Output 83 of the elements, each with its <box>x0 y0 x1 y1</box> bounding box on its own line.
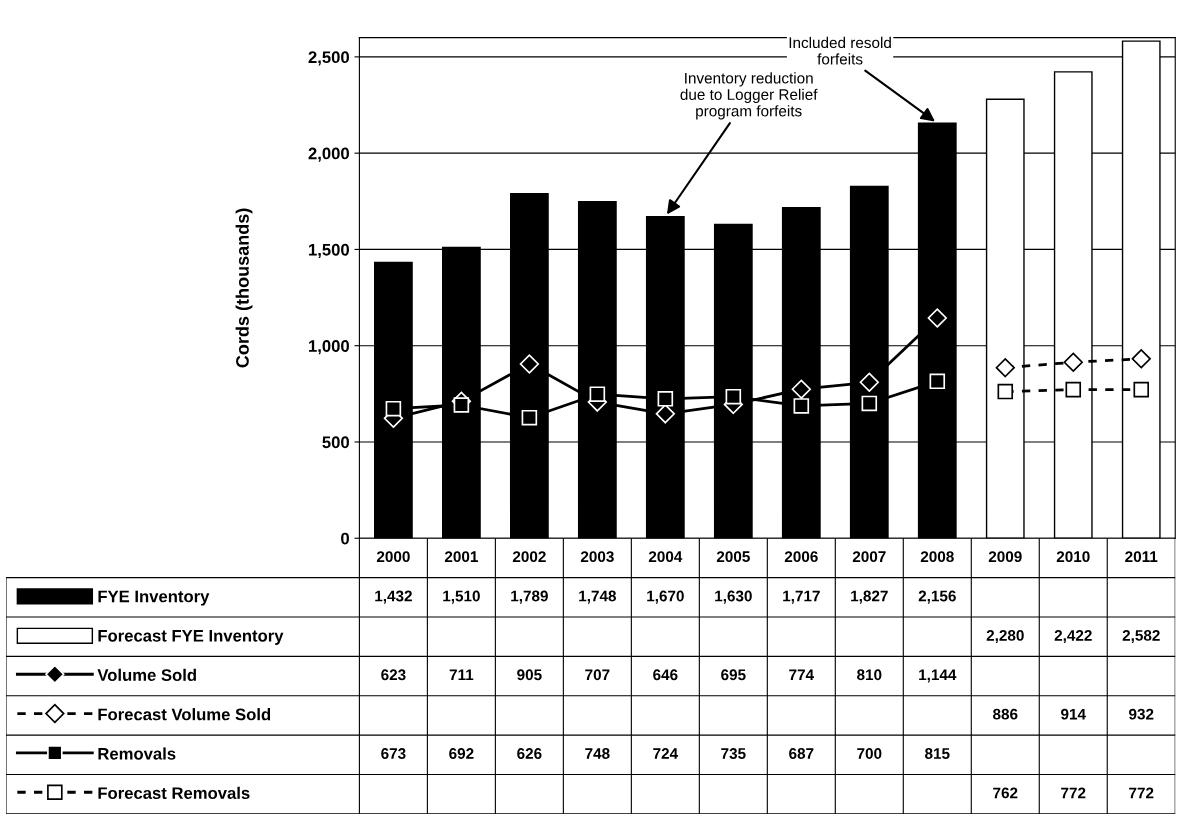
point <box>861 395 878 412</box>
point <box>1133 381 1150 398</box>
x-tick-label: 2004 <box>648 551 683 563</box>
data-label: 1,827 <box>851 590 888 604</box>
data-label: 905 <box>517 669 542 681</box>
annotation: Inventory reduction due to Logger Relief program forfeits <box>680 72 818 120</box>
point <box>997 383 1014 400</box>
data-label: 1,789 <box>511 590 548 604</box>
data-label: 1,717 <box>783 590 820 604</box>
data-label: 2,156 <box>918 590 956 604</box>
data-label: 687 <box>789 748 814 759</box>
data-label: 772 <box>1061 787 1086 799</box>
data-label: 2,582 <box>1122 629 1160 644</box>
point <box>657 391 674 407</box>
data-label: 1,670 <box>647 590 684 604</box>
point <box>655 404 676 424</box>
point <box>793 398 810 414</box>
data-label: 707 <box>585 669 610 681</box>
legend-label: Forecast FYE Inventory <box>98 630 284 645</box>
data-label: 886 <box>993 708 1018 720</box>
legend-label: Volume Sold <box>97 668 196 681</box>
data-label: 1,510 <box>443 590 480 604</box>
annotation: Included resold forfeits <box>789 36 891 65</box>
point <box>385 400 402 417</box>
y-axis-title: Cords (thousands) <box>235 208 253 368</box>
x-tick-label: 2005 <box>716 551 750 563</box>
data-label: 815 <box>925 748 950 759</box>
x-tick-label: 2001 <box>444 551 478 563</box>
x-tick-label: 2011 <box>1125 551 1158 563</box>
y-tick-label: 2,000 <box>308 147 349 162</box>
data-label: 1,144 <box>919 669 957 683</box>
data-label: 692 <box>449 748 474 759</box>
legend-label: Forecast Volume Sold <box>98 708 271 721</box>
point <box>521 409 538 426</box>
data-label: 626 <box>517 748 542 759</box>
point <box>859 372 879 392</box>
y-tick-label: 0 <box>341 532 349 545</box>
x-tick-label: 2007 <box>852 551 886 563</box>
legend-label: FYE Inventory <box>98 590 210 606</box>
point <box>1065 381 1082 398</box>
point <box>929 373 946 390</box>
data-label: 748 <box>585 748 610 759</box>
data-label: 1,630 <box>715 590 752 604</box>
y-tick-label: 500 <box>322 436 349 449</box>
x-tick-label: 2000 <box>376 551 410 563</box>
x-tick-label: 2009 <box>988 551 1022 563</box>
data-label: 2,422 <box>1054 629 1092 644</box>
data-label: 700 <box>857 748 882 759</box>
y-tick-label: 1,500 <box>309 243 349 259</box>
point <box>791 379 811 399</box>
data-label: 914 <box>1061 708 1086 720</box>
x-tick-label: 2008 <box>920 551 954 563</box>
data-label: 772 <box>1129 787 1154 799</box>
point <box>589 386 606 403</box>
x-tick-label: 2002 <box>512 551 546 563</box>
point <box>519 354 540 374</box>
data-label: 1,748 <box>579 590 616 604</box>
legend-label: Removals <box>98 747 176 760</box>
data-label: 711 <box>449 669 474 681</box>
data-label: 623 <box>381 669 406 681</box>
data-label: 735 <box>721 748 746 759</box>
data-label: 2,280 <box>986 629 1024 644</box>
point <box>995 357 1015 378</box>
point <box>927 308 947 328</box>
data-label: 724 <box>653 748 678 759</box>
point <box>453 397 470 413</box>
data-label: 695 <box>721 669 746 681</box>
data-label: 762 <box>993 787 1018 799</box>
data-label: 646 <box>653 669 678 681</box>
data-label: 810 <box>857 669 882 681</box>
y-tick-label: 2,500 <box>308 51 349 66</box>
data-label: 932 <box>1129 708 1154 720</box>
legend-label: Forecast Removals <box>98 786 250 800</box>
point <box>725 388 742 405</box>
x-tick-label: 2003 <box>580 551 614 563</box>
x-tick-label: 2006 <box>784 551 818 563</box>
data-label: 1,432 <box>375 590 412 604</box>
x-tick-label: 2010 <box>1056 551 1090 563</box>
y-tick-label: 1,000 <box>309 340 349 355</box>
point <box>1063 352 1083 372</box>
point <box>1131 349 1151 369</box>
data-label: 673 <box>381 748 406 759</box>
data-label: 774 <box>789 669 814 681</box>
